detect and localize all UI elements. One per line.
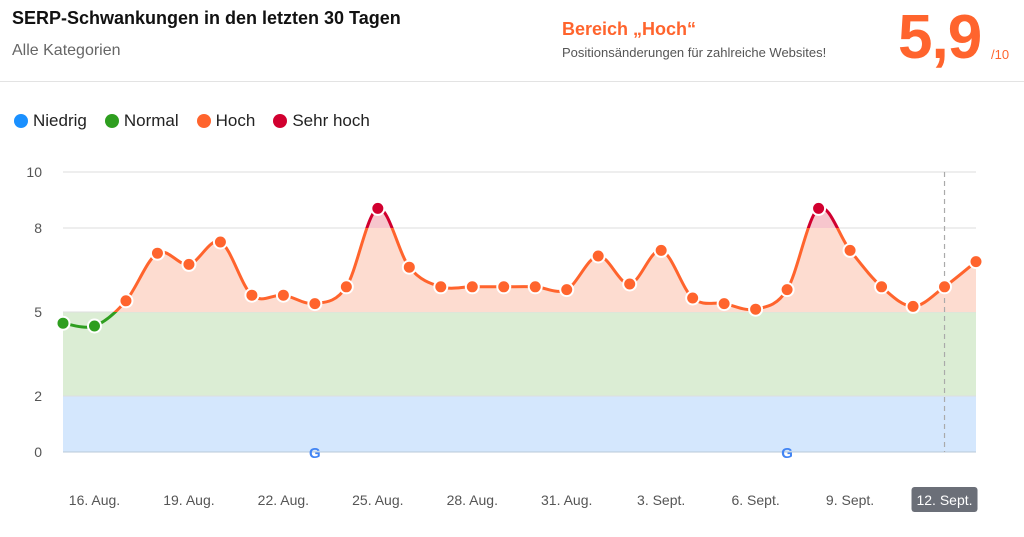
data-point bbox=[275, 287, 291, 303]
x-tick-label: 3. Sept. bbox=[637, 492, 685, 508]
data-point bbox=[496, 279, 512, 295]
x-tick-label: 16. Aug. bbox=[69, 492, 120, 508]
data-point bbox=[559, 282, 575, 298]
data-point bbox=[55, 315, 71, 331]
score-max: /10 bbox=[991, 47, 1010, 62]
x-tick-label: 28. Aug. bbox=[447, 492, 498, 508]
x-tick-label: 22. Aug. bbox=[258, 492, 309, 508]
data-point bbox=[370, 200, 386, 216]
x-tick-label: 19. Aug. bbox=[163, 492, 214, 508]
data-point bbox=[401, 259, 417, 275]
data-point bbox=[874, 279, 890, 295]
range-label: Bereich „Hoch“ bbox=[562, 19, 697, 39]
google-update-icon[interactable]: G bbox=[781, 445, 793, 462]
data-point bbox=[748, 301, 764, 317]
y-tick-label: 8 bbox=[34, 220, 42, 236]
data-point bbox=[307, 296, 323, 312]
x-tick-label: 12. Sept. bbox=[916, 492, 972, 508]
data-point bbox=[86, 318, 102, 334]
data-point bbox=[433, 279, 449, 295]
data-point bbox=[905, 298, 921, 314]
x-tick-label: 9. Sept. bbox=[826, 492, 874, 508]
data-point bbox=[685, 290, 701, 306]
legend: Niedrig Normal Hoch Sehr hoch bbox=[14, 111, 370, 131]
data-point bbox=[968, 254, 984, 270]
highlighted-date-badge bbox=[911, 487, 978, 512]
y-tick-label: 0 bbox=[34, 444, 42, 460]
data-point bbox=[716, 296, 732, 312]
legend-label: Niedrig bbox=[33, 111, 87, 130]
x-tick-label: 25. Aug. bbox=[352, 492, 403, 508]
data-point bbox=[842, 242, 858, 258]
page-title: SERP-Schwankungen in den letzten 30 Tage… bbox=[12, 8, 401, 28]
legend-dot-icon bbox=[273, 114, 288, 128]
legend-item-sehr-hoch[interactable]: Sehr hoch bbox=[273, 111, 370, 131]
data-point bbox=[811, 200, 827, 216]
legend-label: Hoch bbox=[215, 111, 256, 130]
data-point bbox=[338, 279, 354, 295]
header-divider bbox=[0, 81, 1024, 82]
zone-normal bbox=[63, 312, 976, 396]
legend-label: Normal bbox=[123, 111, 179, 130]
range-description: Positionsänderungen für zahlreiche Websi… bbox=[562, 45, 827, 60]
x-tick-label: 6. Sept. bbox=[731, 492, 779, 508]
zone-niedrig bbox=[63, 396, 976, 452]
category-subtitle: Alle Kategorien bbox=[12, 42, 121, 59]
data-point bbox=[464, 279, 480, 295]
y-tick-label: 5 bbox=[34, 304, 42, 320]
legend-item-normal[interactable]: Normal bbox=[104, 111, 179, 131]
data-point bbox=[527, 279, 543, 295]
data-point bbox=[149, 245, 165, 261]
data-point bbox=[212, 234, 228, 250]
area-hoch bbox=[63, 207, 976, 312]
y-tick-label: 2 bbox=[34, 388, 42, 404]
legend-dot-icon bbox=[14, 114, 28, 128]
legend-dot-icon bbox=[196, 114, 211, 128]
score-value: 5,9 bbox=[898, 3, 982, 72]
data-point bbox=[181, 256, 197, 272]
google-update-icon[interactable]: G bbox=[309, 445, 321, 462]
legend-item-niedrig[interactable]: Niedrig bbox=[14, 111, 87, 131]
y-tick-label: 10 bbox=[26, 164, 42, 180]
data-point bbox=[779, 282, 795, 298]
data-point bbox=[118, 293, 134, 309]
data-point bbox=[590, 248, 606, 264]
legend-dot-icon bbox=[104, 114, 119, 128]
data-point bbox=[653, 242, 669, 258]
x-tick-label: 31. Aug. bbox=[541, 492, 592, 508]
legend-item-hoch[interactable]: Hoch bbox=[196, 111, 256, 131]
legend-label: Sehr hoch bbox=[292, 111, 370, 130]
data-point bbox=[622, 276, 638, 292]
data-point bbox=[937, 279, 953, 295]
data-point bbox=[244, 287, 260, 303]
